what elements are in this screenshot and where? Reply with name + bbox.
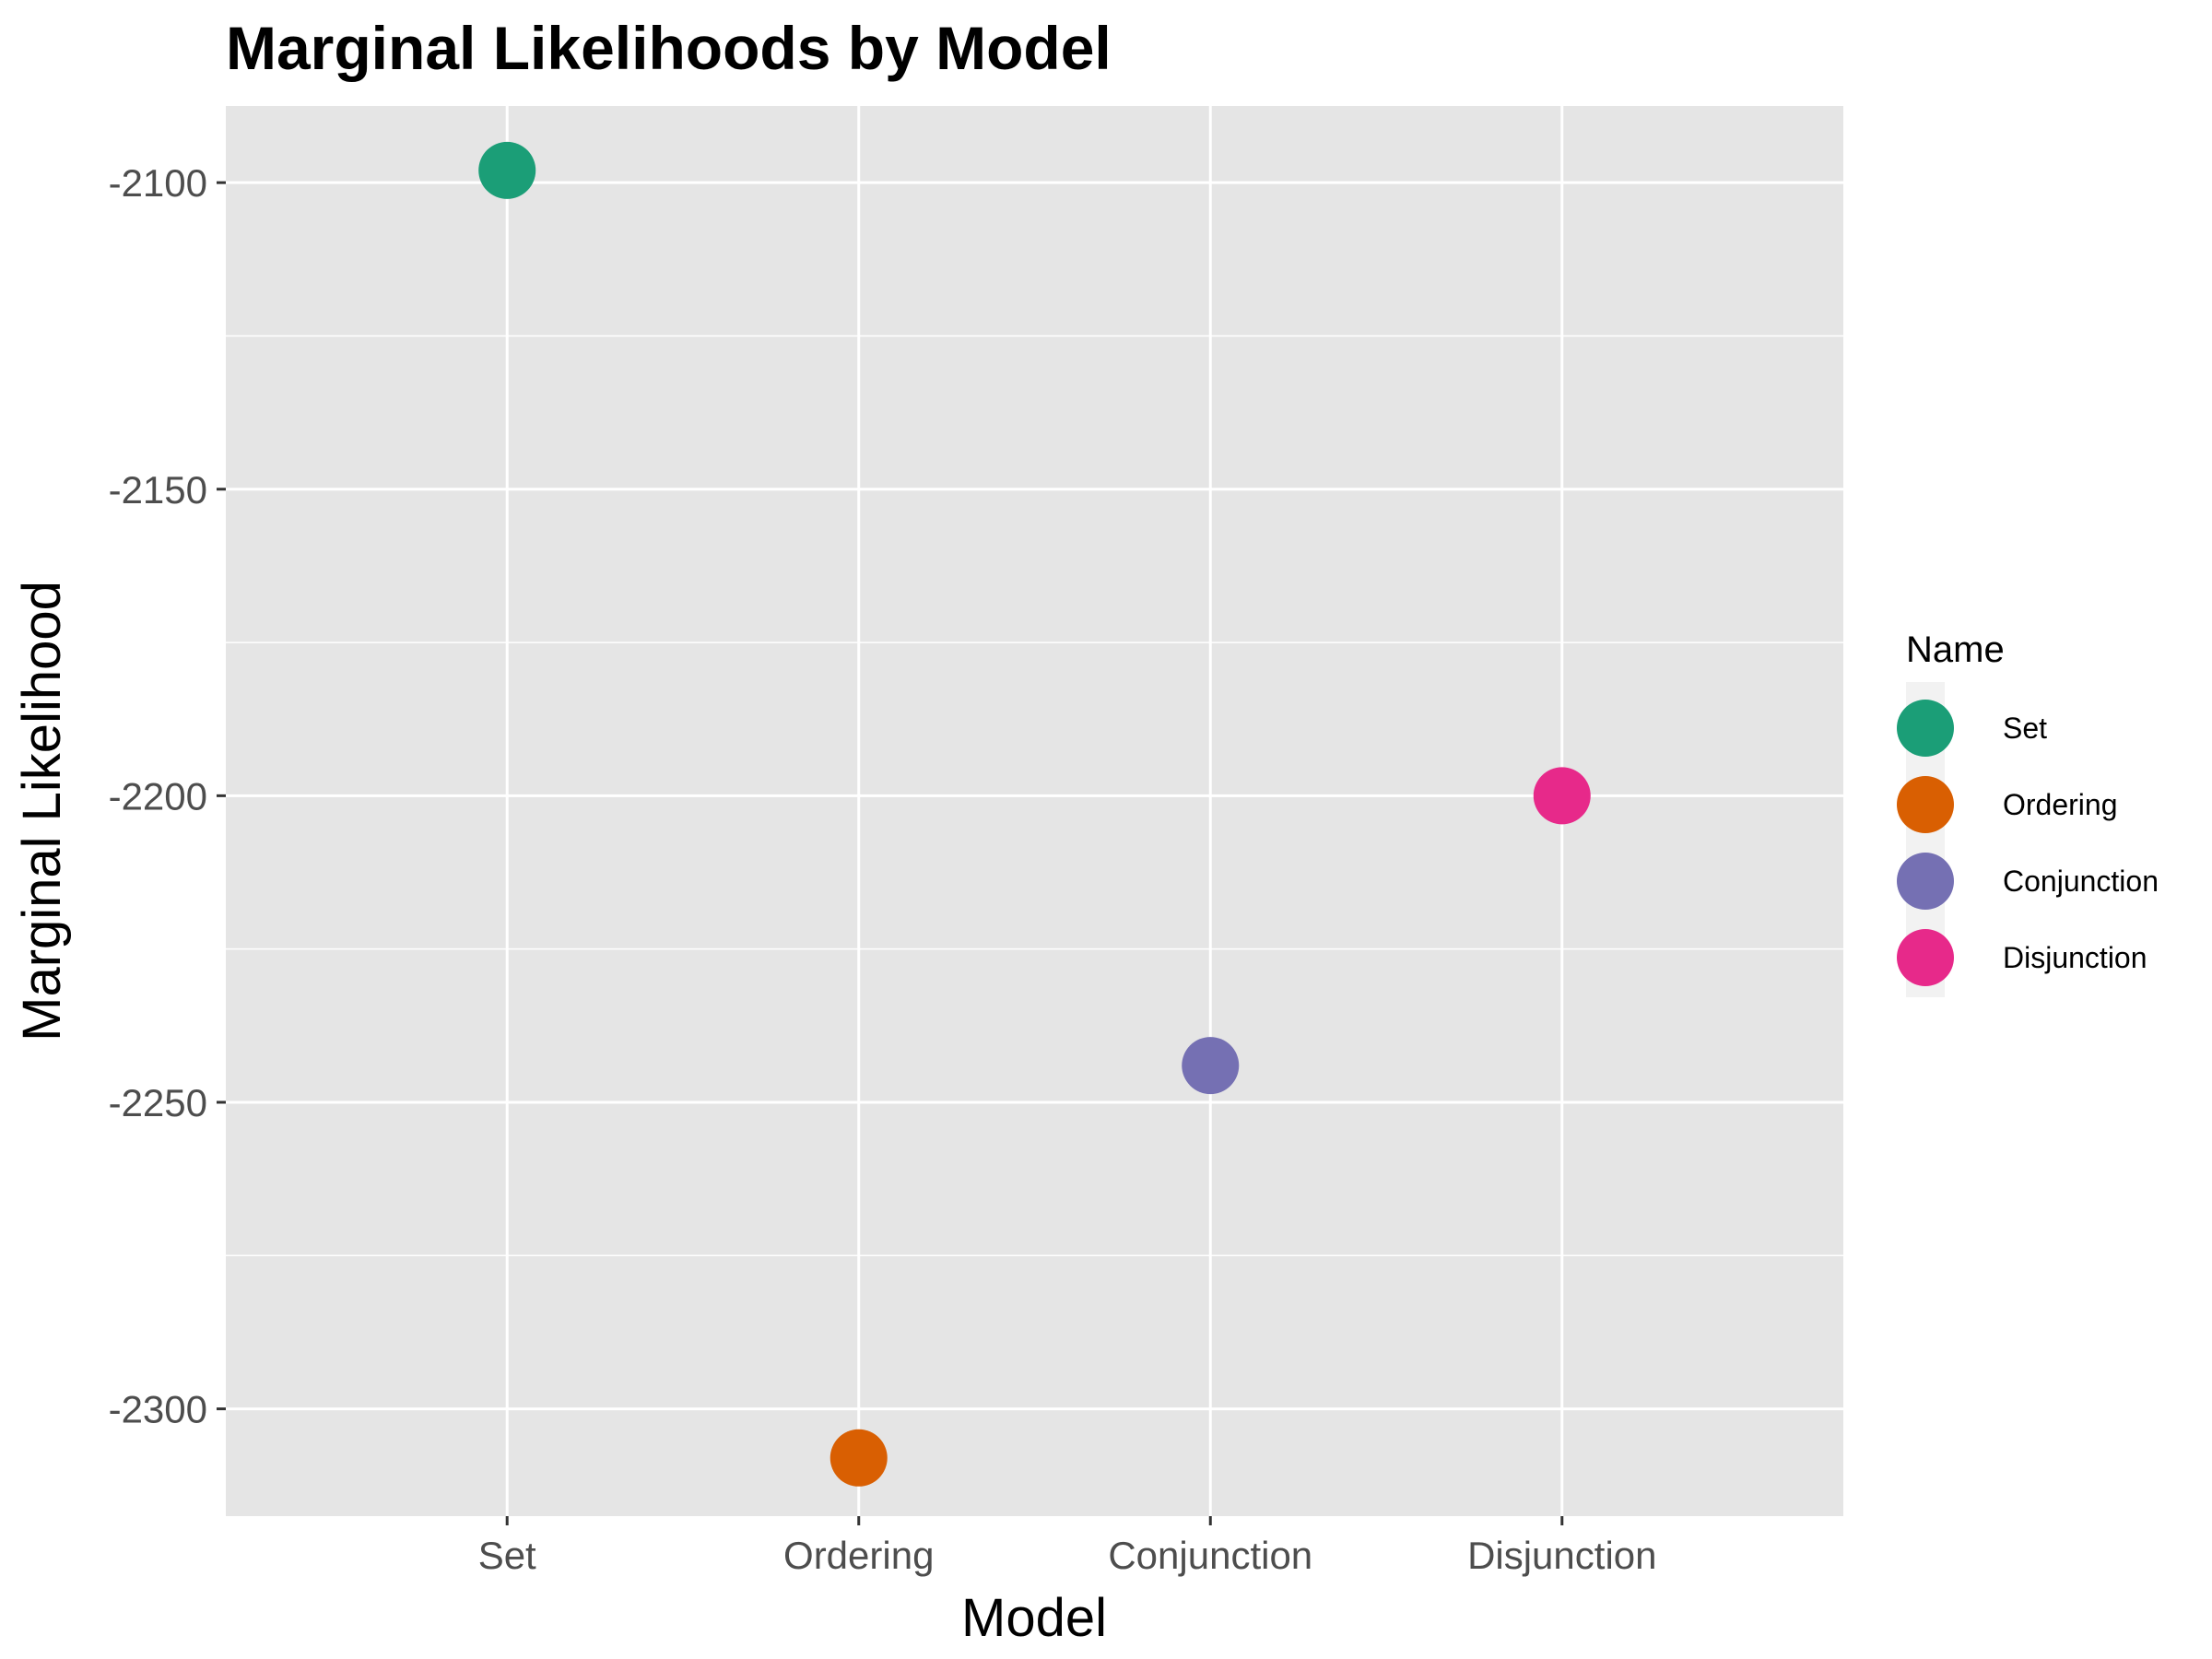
chart-title: Marginal Likelihoods by Model [226, 14, 1112, 82]
legend-label-set: Set [2003, 712, 2047, 745]
x-tick-label: Set [478, 1534, 536, 1577]
data-point-conjunction [1182, 1037, 1240, 1095]
y-axis-title: Marginal Likelihood [12, 581, 72, 1041]
x-tick-label: Disjunction [1467, 1534, 1656, 1577]
y-tick-label: -2300 [109, 1388, 207, 1431]
x-axis-ticks: Set Ordering Conjunction Disjunction [478, 1516, 1657, 1577]
data-point-set [478, 141, 536, 199]
y-tick-label: -2150 [109, 468, 207, 512]
x-tick-label: Conjunction [1108, 1534, 1312, 1577]
legend-entries: Set Ordering Conjunction Disjunction [1897, 700, 2159, 986]
y-tick-label: -2250 [109, 1081, 207, 1124]
data-point-disjunction [1533, 767, 1591, 825]
minor-gridlines [226, 335, 1843, 1257]
x-tick-label: Ordering [783, 1534, 934, 1577]
legend-label-conjunction: Conjunction [2003, 865, 2159, 898]
legend-label-disjunction: Disjunction [2003, 941, 2147, 974]
y-tick-label: -2100 [109, 161, 207, 205]
y-tick-label: -2200 [109, 774, 207, 818]
legend: Name Set Ordering Conjunction Disjunction [1897, 629, 2159, 997]
legend-title: Name [1906, 629, 2005, 670]
data-points [478, 141, 1591, 1487]
y-axis-ticks: -2100 -2150 -2200 -2250 -2300 [109, 161, 226, 1431]
legend-key-conjunction [1897, 853, 1954, 910]
legend-label-ordering: Ordering [2003, 788, 2118, 821]
legend-key-disjunction [1897, 929, 1954, 986]
legend-key-ordering [1897, 776, 1954, 833]
x-axis-title: Model [961, 1588, 1107, 1648]
plot-panel [226, 106, 1843, 1516]
legend-key-set [1897, 700, 1954, 757]
data-point-ordering [830, 1429, 888, 1487]
